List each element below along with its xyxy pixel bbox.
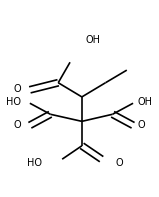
Text: OH: OH (138, 98, 153, 107)
Text: HO: HO (6, 98, 21, 107)
Text: O: O (138, 120, 145, 129)
Text: O: O (14, 120, 21, 129)
Text: OH: OH (85, 35, 100, 45)
Text: O: O (14, 84, 21, 94)
Text: O: O (116, 158, 123, 168)
Text: HO: HO (27, 158, 42, 168)
